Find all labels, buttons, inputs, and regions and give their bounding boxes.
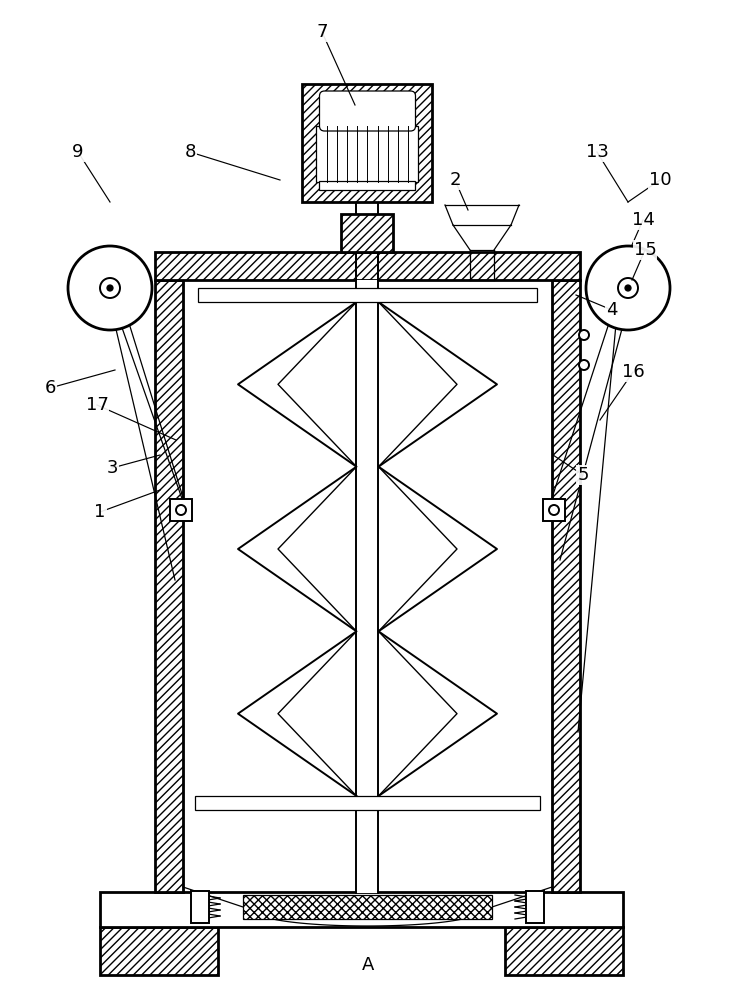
Bar xyxy=(526,891,544,923)
Bar xyxy=(320,181,416,190)
Circle shape xyxy=(549,505,559,515)
Text: 1: 1 xyxy=(94,503,105,521)
Bar xyxy=(155,280,183,892)
Text: 4: 4 xyxy=(607,301,618,319)
Bar xyxy=(302,84,433,202)
Bar xyxy=(357,280,379,893)
FancyBboxPatch shape xyxy=(320,91,416,131)
Text: 13: 13 xyxy=(586,143,609,161)
Bar xyxy=(155,252,580,280)
Bar xyxy=(191,891,209,923)
Bar xyxy=(100,927,218,975)
Bar xyxy=(198,288,537,302)
Text: 14: 14 xyxy=(632,211,654,229)
Text: 10: 10 xyxy=(649,171,671,189)
Text: 7: 7 xyxy=(316,23,328,41)
Bar xyxy=(316,126,419,182)
Text: 3: 3 xyxy=(106,459,118,477)
Text: 17: 17 xyxy=(85,396,108,414)
Circle shape xyxy=(100,278,120,298)
Text: 16: 16 xyxy=(621,363,644,381)
Text: 15: 15 xyxy=(634,241,657,259)
Bar xyxy=(552,280,580,892)
Circle shape xyxy=(625,285,631,291)
Text: 2: 2 xyxy=(450,171,461,189)
Text: 8: 8 xyxy=(184,143,196,161)
Circle shape xyxy=(586,246,670,330)
Bar xyxy=(243,895,492,919)
Circle shape xyxy=(579,330,589,340)
Bar xyxy=(195,796,540,810)
Circle shape xyxy=(579,360,589,370)
Circle shape xyxy=(68,246,152,330)
Circle shape xyxy=(107,285,113,291)
Text: 9: 9 xyxy=(72,143,84,161)
Bar xyxy=(170,499,192,521)
Bar xyxy=(505,927,623,975)
Text: A: A xyxy=(362,956,374,974)
Circle shape xyxy=(618,278,638,298)
Bar xyxy=(543,499,565,521)
Text: 5: 5 xyxy=(577,466,589,484)
Bar xyxy=(100,892,623,927)
Bar xyxy=(341,214,394,252)
Circle shape xyxy=(176,505,186,515)
Text: 6: 6 xyxy=(44,379,56,397)
